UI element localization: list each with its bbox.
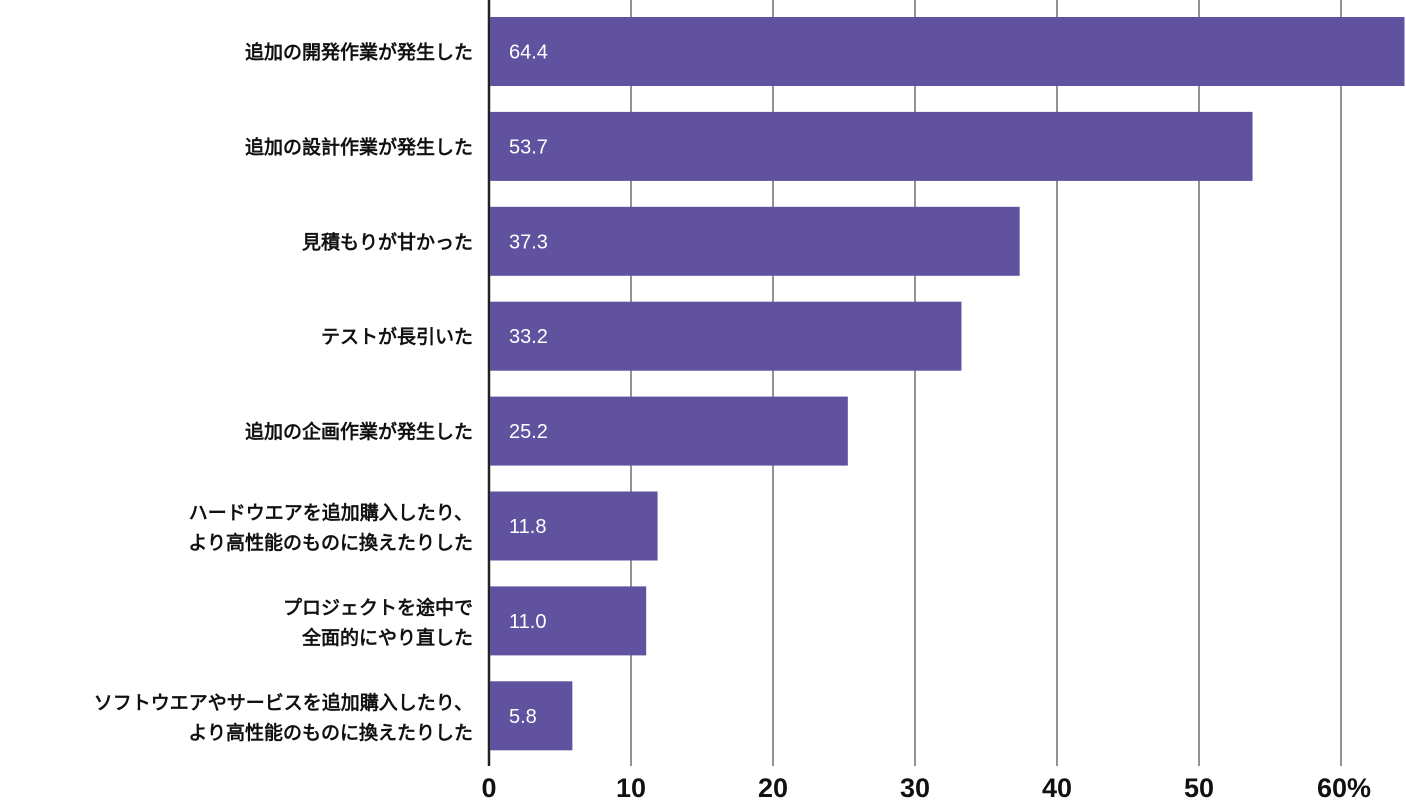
x-tick-label: 30 bbox=[900, 773, 930, 800]
data-label: 25.2 bbox=[509, 421, 548, 443]
data-label: 11.8 bbox=[509, 516, 546, 538]
data-label: 33.2 bbox=[509, 326, 548, 348]
x-tick-label: 0 bbox=[481, 773, 496, 800]
category-label: プロジェクトを途中で bbox=[283, 596, 473, 619]
x-tick-label: 40 bbox=[1042, 773, 1072, 800]
category-label: 追加の企画作業が発生した bbox=[245, 420, 473, 443]
data-label: 53.7 bbox=[509, 136, 548, 158]
bar bbox=[490, 111, 1253, 181]
category-label: より高性能のものに換えたりした bbox=[188, 531, 473, 554]
category-label: 見積もりが甘かった bbox=[302, 230, 473, 253]
bar bbox=[490, 491, 658, 561]
category-label: ハードウエアを追加購入したり、 bbox=[189, 501, 473, 524]
bar bbox=[490, 206, 1020, 276]
category-label: より高性能のものに換えたりした bbox=[188, 721, 473, 744]
bar bbox=[490, 17, 1405, 86]
data-label: 64.4 bbox=[509, 42, 548, 64]
bar bbox=[490, 301, 962, 371]
bar bbox=[490, 396, 848, 466]
x-tick-label: 60% bbox=[1317, 773, 1371, 800]
category-label: 全面的にやり直した bbox=[301, 626, 473, 649]
category-label: テストが長引いた bbox=[321, 325, 473, 348]
data-label: 5.8 bbox=[509, 706, 537, 728]
bar bbox=[490, 586, 647, 656]
category-label: 追加の設計作業が発生した bbox=[245, 135, 473, 158]
data-label: 37.3 bbox=[509, 231, 548, 253]
category-label: 追加の開発作業が発生した bbox=[245, 41, 473, 64]
bar bbox=[490, 681, 573, 751]
category-label: ソフトウエアやサービスを追加購入したり、 bbox=[94, 691, 473, 714]
x-tick-label: 10 bbox=[616, 773, 646, 800]
x-tick-label: 20 bbox=[758, 773, 788, 800]
x-tick-label: 50 bbox=[1184, 773, 1214, 800]
data-label: 11.0 bbox=[509, 611, 546, 633]
